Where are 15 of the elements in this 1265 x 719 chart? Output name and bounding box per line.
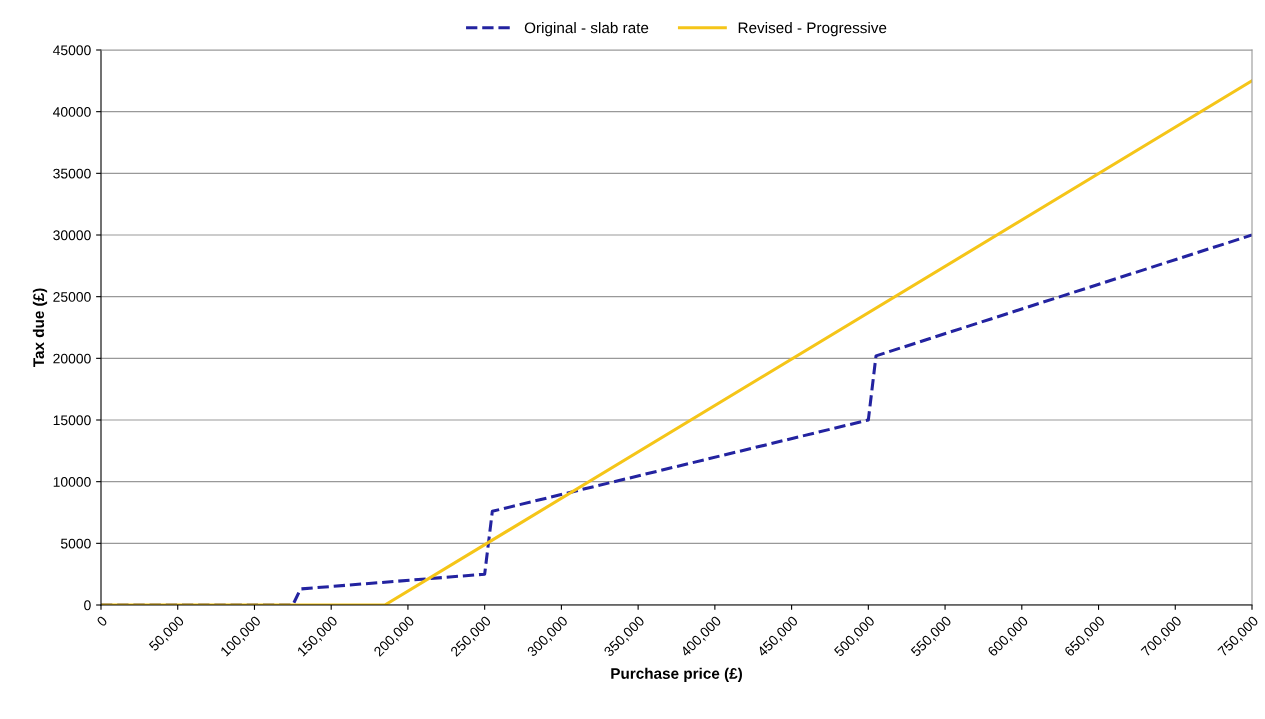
y-tick-label: 10000 — [53, 477, 91, 487]
y-tick-label: 45000 — [52, 45, 91, 56]
y-axis-title: Tax due (£) — [32, 288, 48, 368]
y-tick-label: 15000 — [53, 415, 91, 426]
y-tick-label: 5000 — [60, 538, 91, 549]
y-tick-label: 40000 — [52, 107, 91, 117]
y-tick-label: 25000 — [53, 292, 91, 302]
y-tick-label: 0 — [84, 600, 91, 611]
y-tick-label: 20000 — [53, 353, 91, 364]
legend-label: Revised - Progressive — [738, 22, 887, 37]
y-tick-label: 30000 — [53, 230, 91, 241]
legend-label: Original - slab rate — [524, 22, 649, 37]
y-tick-label: 35000 — [53, 168, 91, 179]
x-tick-label: 0 — [96, 615, 108, 628]
x-axis-title: Purchase price (£) — [611, 667, 742, 682]
